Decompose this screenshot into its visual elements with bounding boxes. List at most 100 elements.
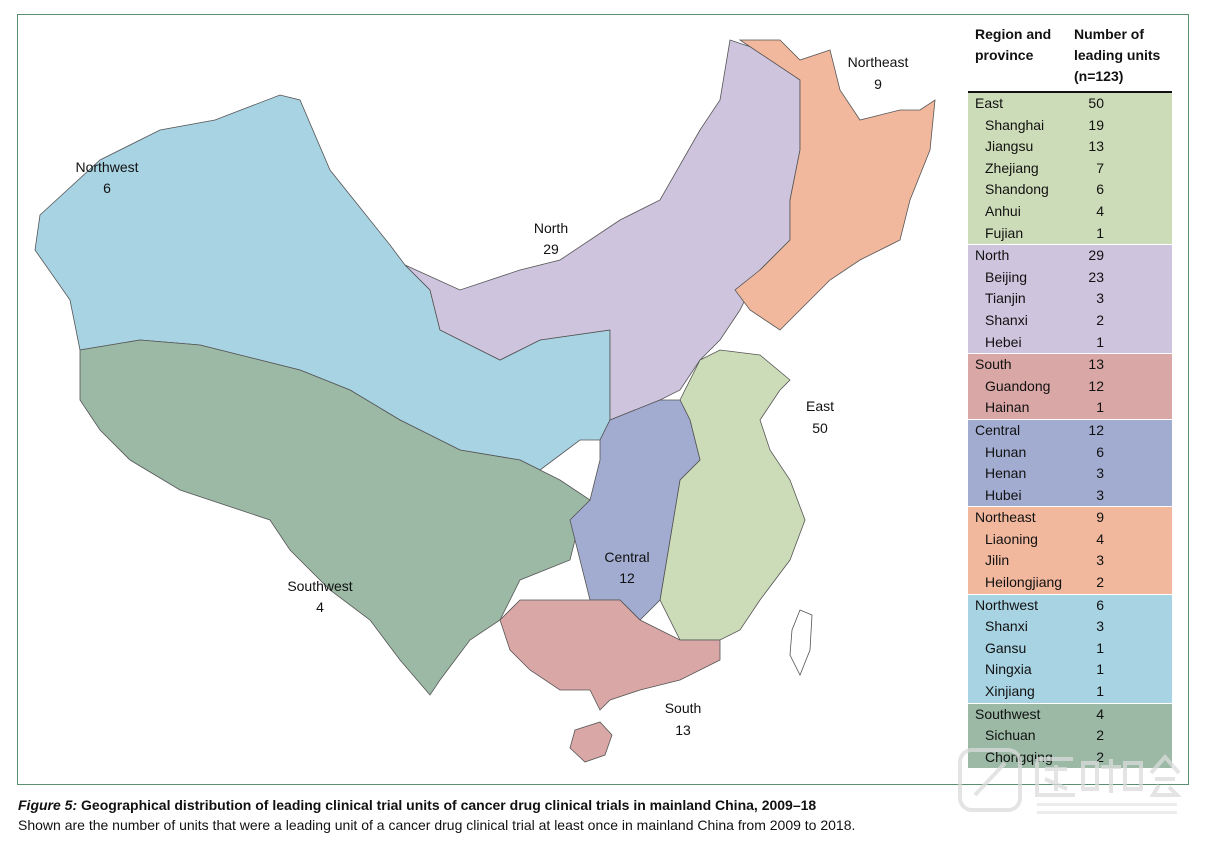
- count-southwest: 4: [316, 599, 324, 615]
- table-row-province: Hunan 6: [968, 441, 1172, 464]
- row-label: Anhui: [985, 202, 1021, 219]
- label-south: South: [665, 700, 702, 716]
- table-row-region: East 50: [968, 93, 1172, 115]
- row-count: 13: [1088, 138, 1104, 155]
- row-label: Henan: [985, 465, 1027, 482]
- figure-label: Figure 5:: [18, 797, 78, 813]
- row-label: Gansu: [985, 639, 1027, 656]
- china-map: Northwest 6 Southwest 4 North 29 Northea…: [34, 39, 936, 763]
- row-count: 4: [1096, 705, 1104, 722]
- row-label: Jiangsu: [985, 138, 1034, 155]
- row-count: 50: [1088, 95, 1104, 111]
- row-label: Northwest: [975, 596, 1039, 613]
- table-row-region: Central 12: [968, 419, 1172, 442]
- label-northeast: Northeast: [848, 54, 909, 70]
- table-row-region: South 13: [968, 354, 1172, 376]
- row-label: Shanghai: [985, 116, 1045, 133]
- row-label: Central: [975, 421, 1021, 438]
- row-count: 3: [1096, 618, 1104, 635]
- table-header: Region and province Number of leading un…: [968, 24, 1172, 93]
- row-label: Shandong: [985, 181, 1049, 198]
- row-count: 2: [1096, 574, 1104, 591]
- row-count: 1: [1096, 639, 1104, 656]
- table-row-province: Jilin 3: [968, 550, 1172, 573]
- table-row-province: Ningxia 1: [968, 659, 1172, 682]
- row-count: 9: [1096, 509, 1104, 526]
- table-row-province: Liaoning 4: [968, 528, 1172, 551]
- table-row-province: Anhui 4: [968, 200, 1172, 223]
- table-row-province: Guandong 12: [968, 375, 1172, 398]
- row-label: East: [975, 95, 1004, 111]
- row-count: 4: [1096, 530, 1104, 547]
- count-east: 50: [812, 420, 828, 436]
- row-label: Zhejiang: [985, 159, 1039, 176]
- row-label: North: [975, 247, 1010, 264]
- row-label: Ningxia: [985, 661, 1032, 678]
- row-label: Hubei: [985, 486, 1022, 503]
- table-row-region: Northeast 9: [968, 507, 1172, 529]
- row-count: 1: [1096, 683, 1104, 700]
- row-count: 12: [1088, 377, 1104, 394]
- row-label: Northeast: [975, 509, 1036, 526]
- table-row-province: Hubei 3: [968, 484, 1172, 508]
- row-label: Southwest: [975, 705, 1041, 722]
- table-row-province: Shandong 6: [968, 179, 1172, 201]
- row-count: 23: [1088, 268, 1104, 285]
- row-label: Shanxi: [985, 618, 1028, 635]
- row-label: Beijing: [985, 268, 1028, 285]
- count-central: 12: [619, 570, 635, 586]
- row-label: South: [975, 356, 1012, 373]
- row-count: 6: [1096, 181, 1104, 198]
- label-central: Central: [604, 549, 649, 565]
- figure-title: Geographical distribution of leading cli…: [77, 797, 817, 813]
- count-northwest: 6: [103, 180, 111, 196]
- region-table: Region and province Number of leading un…: [968, 24, 1172, 769]
- row-label: Jilin: [985, 552, 1010, 569]
- region-south: [499, 599, 721, 711]
- table-row-province: Jiangsu 13: [968, 136, 1172, 158]
- table-body: East 50 Shanghai 19 Jiangsu 13 Zhejiang 7 Shando…: [968, 93, 1172, 769]
- row-label: Sichuan: [985, 727, 1036, 744]
- table-row-province: Shanghai 19: [968, 114, 1172, 137]
- row-label: Shanxi: [985, 311, 1028, 328]
- hainan-island: [569, 721, 613, 763]
- table-row-province: Tianjin 3: [968, 288, 1172, 310]
- table-row-province: Fujian 1: [968, 222, 1172, 246]
- row-count: 1: [1096, 333, 1104, 350]
- region-east: [659, 349, 806, 641]
- region-southwest: [79, 339, 591, 696]
- table-row-province: Sichuan 2: [968, 725, 1172, 747]
- table-row-region: Southwest 4: [968, 703, 1172, 726]
- row-count: 3: [1096, 486, 1104, 503]
- table-row-province: Gansu 1: [968, 637, 1172, 660]
- row-count: 6: [1096, 443, 1104, 460]
- row-label: Heilongjiang: [985, 574, 1063, 591]
- label-northwest: Northwest: [75, 159, 138, 175]
- row-label: Guandong: [985, 377, 1051, 394]
- figure-subtitle: Shown are the number of units that were …: [18, 817, 856, 833]
- row-count: 3: [1096, 465, 1104, 482]
- row-label: Hainan: [985, 399, 1030, 416]
- table-row-region: North 29: [968, 245, 1172, 267]
- label-southwest: Southwest: [287, 578, 352, 594]
- row-label: Hunan: [985, 443, 1027, 460]
- row-count: 2: [1096, 748, 1104, 765]
- watermark-logo: [958, 748, 1182, 814]
- row-count: 2: [1096, 727, 1104, 744]
- row-count: 29: [1088, 247, 1104, 264]
- table-row-province: Zhejiang 7: [968, 157, 1172, 180]
- row-count: 1: [1096, 224, 1104, 241]
- label-north: North: [534, 220, 568, 236]
- row-count: 3: [1096, 290, 1104, 307]
- table-row-province: Beijing 23: [968, 266, 1172, 289]
- table-row-province: Heilongjiang 2: [968, 572, 1172, 595]
- table-row-region: Northwest 6: [968, 594, 1172, 617]
- label-east: East: [806, 398, 834, 414]
- row-count: 1: [1096, 661, 1104, 678]
- figure-caption: Figure 5: Geographical distribution of l…: [18, 797, 855, 833]
- table-row-province: Henan 3: [968, 463, 1172, 485]
- count-south: 13: [675, 722, 691, 738]
- row-label: Fujian: [985, 224, 1024, 241]
- header-region: Region and province: [975, 26, 1052, 63]
- row-count: 4: [1096, 202, 1104, 219]
